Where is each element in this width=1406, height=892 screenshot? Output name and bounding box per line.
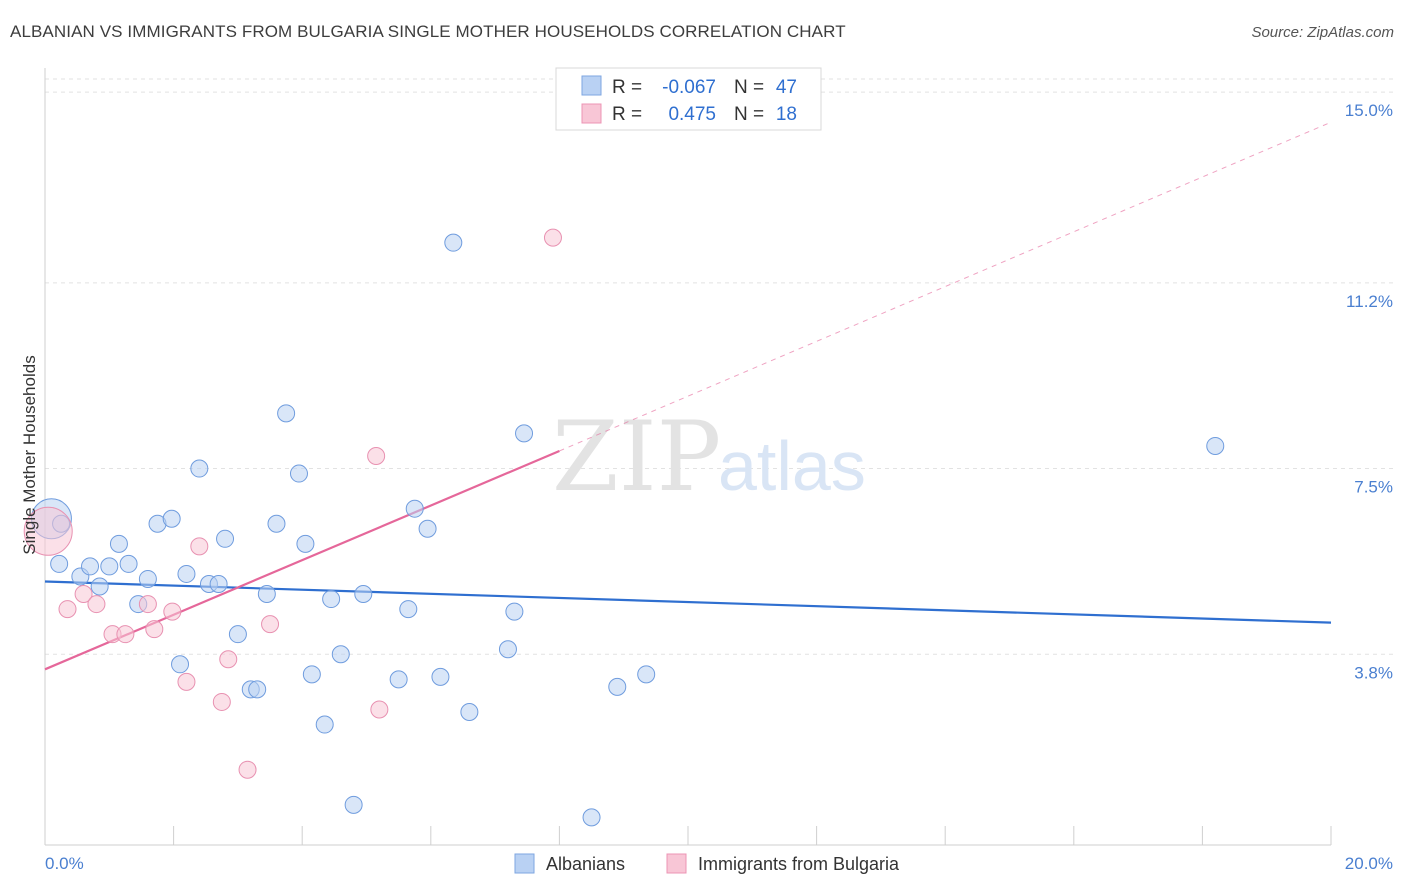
point-albanians <box>1206 436 1225 455</box>
point-albanians <box>389 670 408 689</box>
point-albanians <box>608 677 627 696</box>
axis-layer: 3.8% 7.5% 11.2% 15.0% 0.0% 20.0% <box>44 68 1393 873</box>
point-bulgaria <box>23 506 73 556</box>
point-albanians <box>302 665 321 684</box>
point-albanians <box>50 554 69 573</box>
chart-title: ALBANIAN VS IMMIGRANTS FROM BULGARIA SIN… <box>10 22 846 41</box>
legend-r-value-blue: -0.067 <box>662 77 716 98</box>
point-albanians <box>515 424 534 443</box>
point-albanians <box>177 564 196 583</box>
point-albanians <box>289 464 308 483</box>
watermark: ZIP atlas <box>552 401 866 513</box>
trend-line-albanians <box>44 580 1332 624</box>
series-legend: Albanians Immigrants from Bulgaria <box>514 853 900 874</box>
point-albanians <box>418 519 437 538</box>
point-albanians <box>431 667 450 686</box>
point-bulgaria <box>145 620 164 639</box>
point-bulgaria <box>87 595 106 614</box>
point-bulgaria <box>238 760 257 779</box>
point-albanians <box>119 554 138 573</box>
x-tick-label-min: 0.0% <box>45 854 84 873</box>
point-albanians <box>81 557 100 576</box>
y-axis-label: Single Mother Households <box>20 355 39 554</box>
point-bulgaria <box>367 446 386 465</box>
point-bulgaria <box>370 700 389 719</box>
y-tick-label: 7.5% <box>1354 478 1393 497</box>
point-albanians <box>637 665 656 684</box>
point-bulgaria <box>219 650 238 669</box>
point-albanians <box>138 569 157 588</box>
y-tick-label: 3.8% <box>1354 663 1393 682</box>
watermark-atlas: atlas <box>718 427 866 505</box>
point-albanians <box>444 233 463 252</box>
point-albanians <box>296 534 315 553</box>
x-tick-label-max: 20.0% <box>1345 854 1393 873</box>
point-albanians <box>277 404 296 423</box>
watermark-zip: ZIP <box>552 401 721 513</box>
legend-n-label-pink: N = <box>734 104 764 125</box>
point-albanians <box>354 585 373 604</box>
point-albanians <box>331 645 350 664</box>
point-bulgaria <box>190 537 209 556</box>
point-albanians <box>216 529 235 548</box>
series-legend-swatch-albanians <box>514 853 535 874</box>
point-albanians <box>399 600 418 619</box>
y-tick-label: 15.0% <box>1345 101 1393 120</box>
point-bulgaria <box>543 228 562 247</box>
point-albanians <box>460 702 479 721</box>
point-bulgaria <box>177 672 196 691</box>
correlation-legend: R = -0.067 N = 47 R = 0.475 N = 18 <box>555 67 822 131</box>
series-legend-swatch-bulgaria <box>666 853 687 874</box>
series-legend-bulgaria: Immigrants from Bulgaria <box>698 854 900 874</box>
point-albanians <box>90 577 109 596</box>
point-albanians <box>315 715 334 734</box>
legend-r-label-blue: R = <box>612 77 642 98</box>
grid-layer <box>45 78 1393 655</box>
point-albanians <box>162 509 181 528</box>
point-albanians <box>228 625 247 644</box>
point-albanians <box>190 459 209 478</box>
trend-layer <box>44 121 1332 671</box>
point-bulgaria <box>212 692 231 711</box>
point-albanians <box>257 585 276 604</box>
point-albanians <box>498 640 517 659</box>
y-tick-label: 11.2% <box>1346 292 1393 311</box>
point-albanians <box>109 534 128 553</box>
point-bulgaria <box>74 585 93 604</box>
point-albanians <box>267 514 286 533</box>
legend-r-label-pink: R = <box>612 104 642 125</box>
point-layer <box>23 228 1225 827</box>
point-bulgaria <box>116 625 135 644</box>
legend-n-label-blue: N = <box>734 77 764 98</box>
legend-r-value-pink: 0.475 <box>668 104 716 125</box>
point-albanians <box>209 574 228 593</box>
series-legend-albanians: Albanians <box>546 854 625 874</box>
legend-swatch-blue <box>581 75 602 96</box>
legend-n-value-blue: 47 <box>776 77 797 98</box>
legend-n-value-pink: 18 <box>776 104 797 125</box>
point-albanians <box>505 602 524 621</box>
point-bulgaria <box>138 595 157 614</box>
point-albanians <box>171 655 190 674</box>
point-albanians <box>344 795 363 814</box>
point-albanians <box>248 680 267 699</box>
point-albanians <box>582 808 601 827</box>
point-albanians <box>100 557 119 576</box>
point-albanians <box>322 590 341 609</box>
point-bulgaria <box>163 602 182 621</box>
point-bulgaria <box>261 615 280 634</box>
source-label: Source: ZipAtlas.com <box>1251 24 1394 41</box>
point-bulgaria <box>58 600 77 619</box>
point-albanians <box>405 499 424 518</box>
legend-swatch-pink <box>581 103 602 124</box>
